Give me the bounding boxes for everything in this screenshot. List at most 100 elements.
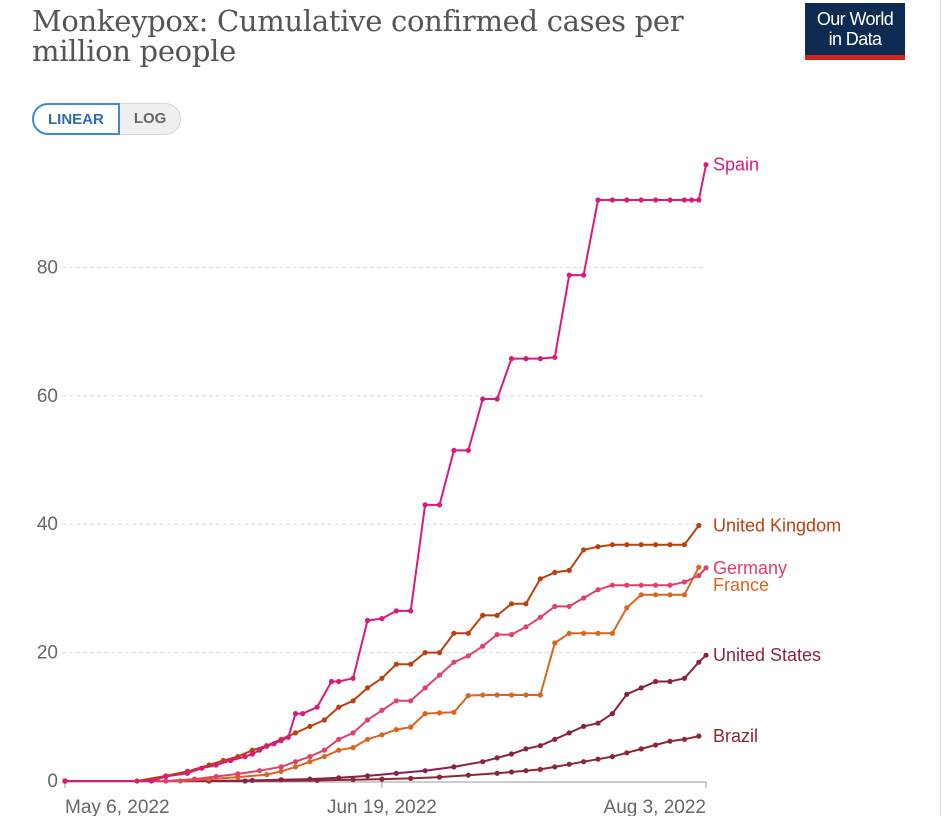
data-point-france: [667, 592, 673, 598]
data-point-us: [451, 764, 457, 770]
data-point-brazil: [436, 774, 443, 780]
data-point-us: [307, 776, 313, 782]
data-point-germany: [213, 773, 219, 780]
data-point-germany: [436, 672, 443, 678]
data-point-spain: [537, 356, 543, 362]
data-point-brazil: [350, 777, 356, 783]
data-point-us: [681, 675, 688, 681]
data-point-france: [336, 747, 342, 753]
data-point-uk: [364, 685, 371, 691]
linear-scale-button[interactable]: LINEAR: [32, 103, 120, 135]
data-point-germany: [480, 643, 486, 649]
data-point-germany: [552, 603, 558, 610]
scale-toggle: LINEAR LOG: [32, 103, 182, 135]
data-point-germany: [703, 565, 709, 571]
data-point-spain: [609, 197, 616, 203]
data-point-germany: [653, 582, 659, 588]
data-point-france: [350, 745, 356, 751]
data-point-france: [537, 692, 543, 698]
data-point-uk: [638, 542, 644, 548]
data-point-germany: [364, 717, 371, 723]
data-point-spain: [624, 197, 630, 203]
data-point-spain: [703, 162, 709, 168]
data-point-france: [609, 630, 616, 636]
data-point-us: [566, 730, 572, 736]
data-point-uk: [436, 650, 443, 656]
data-point-spain: [199, 765, 205, 771]
data-point-germany: [307, 754, 313, 760]
data-point-france: [523, 692, 529, 698]
data-point-us: [703, 652, 709, 658]
data-point-france: [681, 592, 688, 598]
data-point-france: [379, 732, 385, 738]
y-tick-label: 60: [37, 386, 58, 407]
data-point-brazil: [696, 733, 702, 739]
data-point-spain: [581, 272, 587, 278]
data-point-spain: [336, 678, 342, 685]
data-point-spain: [148, 778, 154, 784]
data-point-spain: [494, 396, 500, 402]
data-point-spain: [62, 778, 68, 784]
data-point-brazil: [537, 766, 543, 773]
data-point-germany: [566, 603, 572, 610]
series-label-us: United States: [713, 645, 821, 665]
data-point-uk: [667, 542, 673, 548]
data-point-spain: [249, 751, 255, 757]
data-point-spain: [681, 197, 688, 203]
data-point-germany: [256, 768, 263, 774]
data-point-uk: [393, 661, 399, 667]
data-point-france: [638, 592, 644, 598]
data-point-germany: [508, 632, 515, 638]
data-point-us: [696, 659, 702, 665]
data-point-uk: [552, 569, 558, 576]
data-point-us: [667, 678, 673, 685]
data-point-germany: [451, 659, 457, 665]
data-point-uk: [681, 542, 688, 548]
data-point-france: [422, 711, 428, 717]
data-point-brazil: [581, 759, 587, 765]
data-point-us: [653, 678, 659, 685]
data-point-spain: [638, 197, 644, 203]
logo-accent-bar: [805, 55, 905, 60]
y-tick-label: 80: [37, 257, 58, 278]
data-point-us: [624, 691, 630, 697]
data-point-brazil: [595, 756, 601, 762]
data-point-spain: [451, 447, 457, 453]
series-line-france: [65, 566, 700, 782]
data-point-germany: [192, 776, 198, 782]
data-point-spain: [653, 197, 659, 203]
data-point-germany: [581, 595, 587, 601]
data-point-spain: [314, 704, 320, 710]
data-point-germany: [336, 736, 342, 742]
data-point-germany: [638, 582, 644, 588]
data-point-france: [393, 727, 399, 733]
data-point-brazil: [638, 746, 644, 752]
data-point-us: [609, 711, 616, 717]
data-point-germany: [393, 698, 399, 704]
data-point-france: [292, 764, 299, 770]
series-line-spain: [65, 164, 707, 782]
data-point-spain: [523, 356, 529, 362]
data-point-us: [278, 777, 284, 783]
data-point-us: [480, 759, 486, 765]
data-point-us: [494, 755, 500, 761]
data-point-uk: [307, 723, 313, 730]
data-point-spain: [228, 757, 234, 764]
data-point-uk: [494, 612, 500, 619]
chart-title: Monkeypox: Cumulative confirmed cases pe…: [32, 4, 684, 68]
data-point-brazil: [681, 736, 688, 742]
data-point-spain: [163, 773, 169, 780]
data-point-uk: [624, 542, 630, 548]
data-point-brazil: [508, 769, 515, 775]
data-point-us: [249, 777, 255, 784]
data-point-spain: [242, 754, 248, 760]
data-point-france: [451, 709, 457, 715]
data-point-france: [480, 692, 486, 698]
x-tick-label: Aug 3, 2022: [604, 797, 706, 816]
data-point-spain: [264, 743, 270, 749]
data-point-france: [465, 693, 471, 699]
y-tick-label: 0: [47, 771, 58, 792]
owid-logo[interactable]: Our World in Data: [805, 3, 905, 60]
log-scale-button[interactable]: LOG: [119, 103, 182, 135]
